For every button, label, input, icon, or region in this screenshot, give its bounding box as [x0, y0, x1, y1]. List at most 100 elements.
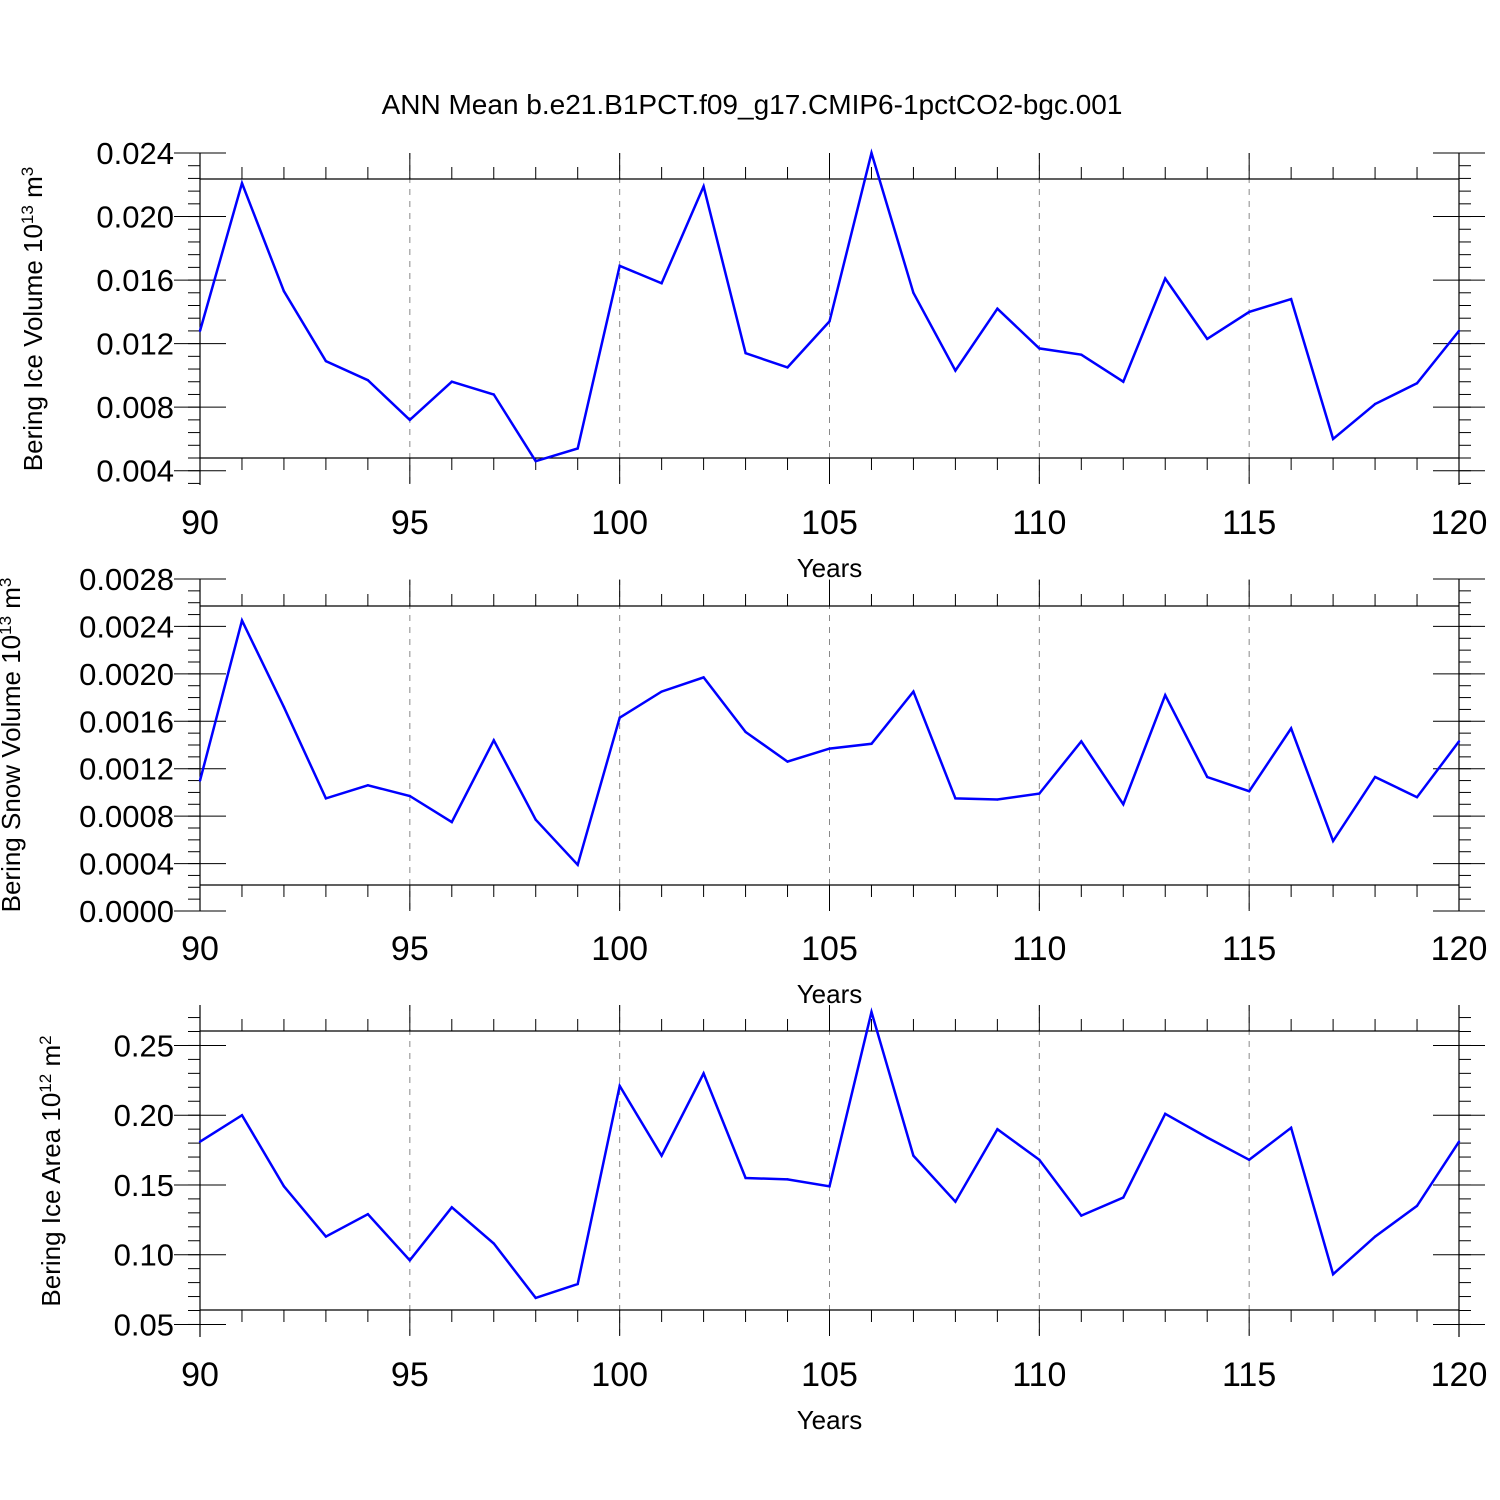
- data-point: [1080, 1214, 1083, 1217]
- data-point: [1080, 353, 1083, 356]
- data-point: [660, 282, 663, 285]
- y-tick-label: 0.15: [114, 1168, 174, 1203]
- data-point: [1080, 740, 1083, 743]
- x-tick-label: 105: [801, 930, 858, 968]
- data-point: [1038, 1158, 1041, 1162]
- panel-2: 0.0000 0.0004 0.0008 0.0012 0.0016 0.0020 0.00…: [0, 562, 1487, 1009]
- series-line: [198, 148, 1460, 463]
- x-tick-label: 110: [1012, 930, 1066, 968]
- y-tick-label: 0.0000: [79, 894, 174, 929]
- data-point: [702, 1072, 705, 1075]
- data-point: [912, 690, 915, 693]
- y-axis-label: Bering Ice Area 1012 m2: [36, 1035, 67, 1306]
- data-point: [240, 619, 244, 622]
- data-point: [1122, 380, 1125, 383]
- data-point: [618, 264, 621, 267]
- data-point: [534, 459, 537, 463]
- x-tick-label: 115: [1222, 930, 1276, 968]
- data-point: [366, 378, 370, 382]
- data-point: [618, 1084, 621, 1088]
- x-tick-label: 110: [1012, 1356, 1066, 1394]
- x-tick-label: 95: [391, 930, 429, 968]
- y-axis-label: Bering Snow Volume 1013 m3: [0, 578, 26, 913]
- data-point: [828, 1185, 831, 1188]
- y-axis-label-part: Bering Ice Area 10: [36, 1093, 66, 1307]
- data-point: [408, 1259, 412, 1262]
- data-point: [324, 797, 328, 800]
- x-tick-label: 100: [591, 1356, 648, 1394]
- data-point: [1289, 727, 1293, 730]
- data-point: [1206, 775, 1209, 779]
- data-point: [1122, 803, 1125, 806]
- data-point: [1247, 790, 1251, 793]
- data-point: [492, 739, 495, 742]
- panel-3: 0.05 0.10 0.15 0.20 0.25 90 95 100 105 110 115 120 Y…: [36, 1005, 1487, 1435]
- data-point: [786, 366, 789, 369]
- data-point: [198, 779, 202, 782]
- data-point: [1206, 337, 1209, 341]
- y-tick-label: 0.0020: [79, 657, 174, 692]
- data-point: [1457, 329, 1461, 333]
- y-tick-label: 0.012: [96, 327, 174, 362]
- y-tick-label: 0.004: [96, 454, 174, 489]
- data-point: [534, 1296, 537, 1300]
- y-tick-label: 0.05: [114, 1307, 174, 1342]
- data-point: [450, 380, 453, 383]
- data-point: [450, 820, 453, 824]
- y-axis-label-exponent: 13: [0, 616, 15, 635]
- data-point: [744, 730, 747, 734]
- data-point: [660, 1154, 663, 1157]
- panels: 0.004 0.008 0.012 0.016 0.020 0.024 90 95 100 105…: [0, 136, 1487, 1435]
- x-tick-label: 95: [391, 504, 429, 542]
- data-point: [282, 705, 286, 709]
- data-point: [744, 351, 747, 355]
- y-axis-label: Bering Ice Volume 1013 m3: [18, 167, 49, 471]
- x-tick-label: 100: [591, 930, 648, 968]
- x-tick-label: 90: [181, 1356, 219, 1394]
- data-point: [1164, 277, 1167, 280]
- series-line: [198, 616, 1460, 868]
- data-point: [1457, 740, 1461, 743]
- y-tick-label: 0.0008: [79, 799, 174, 834]
- x-tick-label: 115: [1222, 1356, 1276, 1394]
- x-tick-label: 90: [181, 504, 219, 542]
- data-point: [1164, 694, 1167, 697]
- y-axis-label-exponent: 12: [36, 1074, 55, 1093]
- data-point: [1247, 1158, 1251, 1162]
- data-point: [702, 185, 705, 188]
- x-tick-label: 90: [181, 930, 219, 968]
- y-axis-label-exponent: 3: [18, 167, 37, 176]
- data-point: [996, 798, 999, 801]
- y-tick-label: 0.20: [114, 1098, 174, 1133]
- data-point: [366, 784, 370, 787]
- y-tick-label: 0.024: [96, 136, 174, 171]
- y-tick-label: 0.0024: [79, 609, 174, 644]
- data-point: [702, 676, 705, 679]
- data-point: [618, 716, 621, 719]
- y-tick-label: 0.0016: [79, 704, 174, 739]
- x-tick-label: 110: [1012, 504, 1066, 542]
- data-point: [912, 1154, 915, 1157]
- data-point: [324, 359, 328, 363]
- data-point: [1122, 1196, 1125, 1199]
- data-point: [660, 690, 663, 693]
- data-point: [240, 1114, 244, 1117]
- y-axis-label-part: m: [18, 176, 48, 205]
- data-point: [828, 747, 831, 750]
- data-point: [408, 418, 412, 422]
- data-point: [450, 1206, 453, 1209]
- data-point: [870, 1010, 873, 1014]
- data-point: [744, 1176, 747, 1180]
- data-point: [870, 151, 873, 155]
- x-tick-label: 95: [391, 1356, 429, 1394]
- data-point: [1038, 347, 1041, 350]
- x-tick-label: 105: [801, 1356, 858, 1394]
- data-point: [576, 863, 579, 866]
- data-point: [1038, 792, 1041, 795]
- data-point: [534, 818, 537, 821]
- data-point: [576, 1282, 579, 1286]
- y-tick-label: 0.10: [114, 1238, 174, 1273]
- x-tick-label: 100: [591, 504, 648, 542]
- data-point: [198, 329, 202, 333]
